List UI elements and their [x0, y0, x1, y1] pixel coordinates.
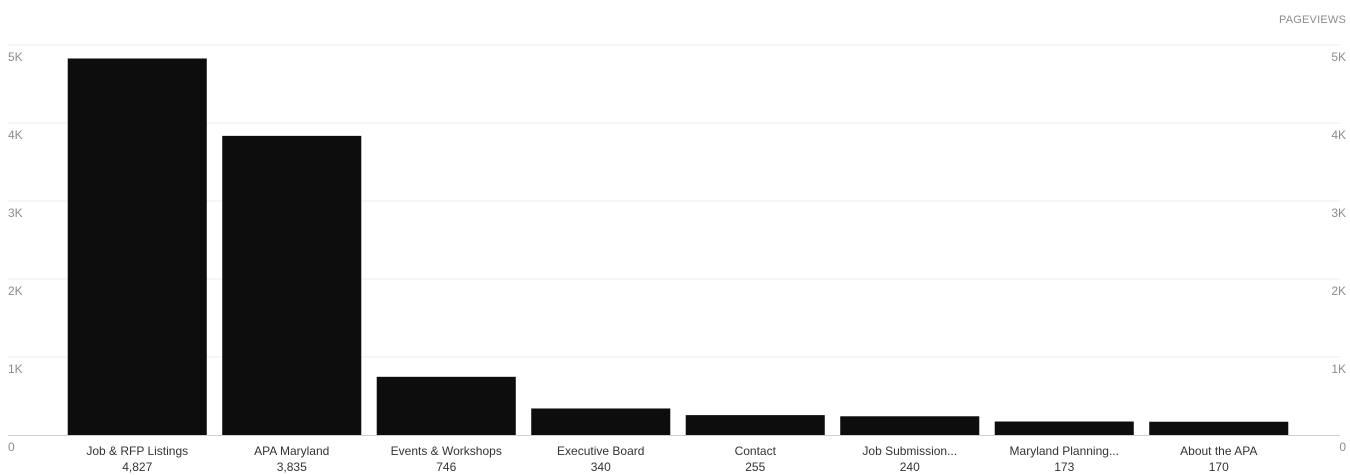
bar-value-label: 173 [1054, 460, 1074, 474]
bar-value-label: 3,835 [277, 460, 307, 474]
x-category-label: Events & Workshops [391, 444, 502, 458]
y-tick-label-left: 3K [8, 206, 23, 220]
x-category-label: Job & RFP Listings [86, 444, 188, 458]
y-tick-label-left: 2K [8, 284, 23, 298]
bars [67, 58, 1289, 436]
bar[interactable] [685, 415, 825, 435]
y-tick-label-right: 4K [1331, 128, 1346, 142]
gridlines [8, 44, 1340, 358]
bar-value-label: 240 [900, 460, 920, 474]
y-tick-label-right: 3K [1331, 206, 1346, 220]
bar[interactable] [222, 135, 362, 435]
bar[interactable] [840, 416, 980, 435]
x-category-label: About the APA [1180, 444, 1257, 458]
series-title: PAGEVIEWS [1279, 14, 1346, 26]
x-category-label: APA Maryland [254, 444, 329, 458]
y-tick-label-right: 0 [1339, 440, 1346, 454]
y-tick-label-left: 4K [8, 128, 23, 142]
x-category-label: Maryland Planning... [1010, 444, 1119, 458]
bar-value-label: 255 [745, 460, 765, 474]
bar[interactable] [1149, 421, 1289, 435]
bar-value-label: 746 [436, 460, 456, 474]
bar-value-label: 170 [1209, 460, 1229, 474]
y-tick-label-right: 5K [1331, 50, 1346, 64]
x-category-label: Executive Board [557, 444, 644, 458]
y-tick-label-right: 1K [1331, 362, 1346, 376]
y-tick-label-left: 5K [8, 50, 23, 64]
bar[interactable] [376, 376, 516, 435]
bar[interactable] [67, 58, 207, 436]
bar-value-label: 4,827 [122, 460, 152, 474]
labels: 0 0 1K 1K 2K 2K 3K 3K 4K 4K 5K 5K Job & RFP Listings… [8, 50, 1346, 474]
bar-value-label: 340 [591, 460, 611, 474]
x-category-label: Job Submission... [862, 444, 957, 458]
x-category-label: Contact [735, 444, 777, 458]
y-tick-label-left: 0 [8, 440, 15, 454]
bar[interactable] [531, 408, 671, 435]
y-tick-label-left: 1K [8, 362, 23, 376]
bar[interactable] [994, 421, 1134, 435]
y-tick-label-right: 2K [1331, 284, 1346, 298]
